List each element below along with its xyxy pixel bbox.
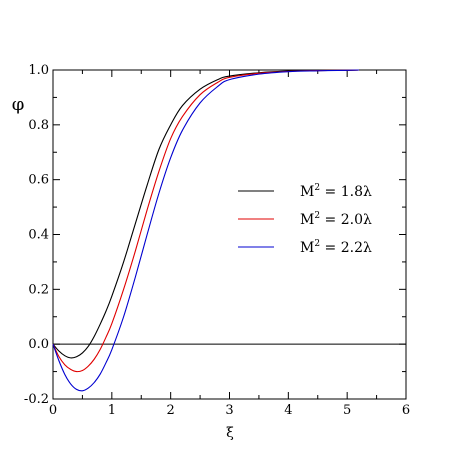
y-tick-label: 0.8: [28, 118, 49, 133]
y-tick-label: 0.0: [28, 337, 49, 352]
plot-area: 0 1 2 3 4 5 6 -0.2 0.0 0.2 0.4 0.6 0.8 1.0 M2 = 1.8λ M2…: [24, 63, 410, 418]
x-tick-label: 5: [343, 403, 351, 418]
y-tick-label: 0.4: [28, 228, 49, 243]
y-tick-label: 0.6: [28, 173, 49, 188]
x-tick-label: 3: [225, 403, 233, 418]
x-tick-label: 1: [108, 403, 116, 418]
legend-label-1: M2 = 1.8λ: [300, 183, 372, 200]
x-tick-label: 4: [284, 403, 292, 418]
y-axis-label: φ: [12, 94, 25, 115]
series-line-3: [52, 69, 359, 392]
y-tick-label: 0.2: [28, 282, 49, 297]
x-tick-label: 2: [167, 403, 175, 418]
x-tick-label: 0: [49, 403, 57, 418]
y-tick-label: 1.0: [28, 63, 49, 78]
legend-label-3: M2 = 2.2λ: [300, 239, 372, 256]
x-axis-label: ξ: [226, 425, 234, 441]
series-line-2: [52, 69, 359, 373]
legend-label-2: M2 = 2.0λ: [300, 211, 372, 228]
x-tick-label: 6: [402, 403, 410, 418]
y-tick-label: -0.2: [24, 392, 49, 407]
